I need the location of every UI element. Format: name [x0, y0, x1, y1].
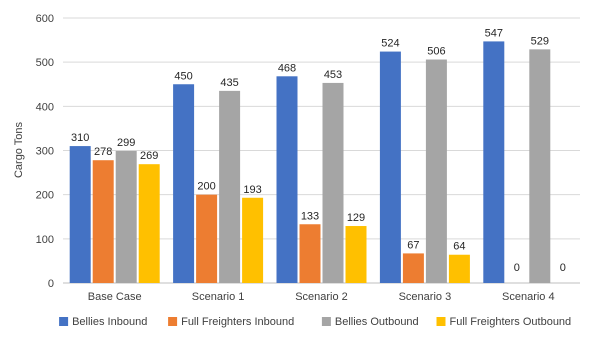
- data-label: 278: [94, 146, 112, 158]
- data-label: 506: [427, 46, 445, 58]
- y-tick-label: 300: [36, 146, 54, 158]
- bar: [483, 41, 505, 284]
- bar: [138, 164, 160, 283]
- bar: [92, 160, 114, 283]
- bar: [402, 253, 424, 283]
- bar: [69, 146, 91, 283]
- data-label: 0: [560, 262, 566, 274]
- legend: Bellies Inbound Full Freighters Inbound Be…: [59, 316, 571, 328]
- legend-label: Bellies Outbound: [335, 316, 419, 328]
- legend-swatch: [59, 317, 69, 326]
- x-tick-label: Scenario 2: [295, 291, 348, 303]
- legend-swatch: [436, 317, 446, 326]
- bar: [379, 51, 401, 283]
- x-tick-label: Scenario 3: [399, 291, 452, 303]
- legend-label: Full Freighters Outbound: [450, 316, 572, 328]
- legend-swatch: [321, 317, 331, 326]
- data-label: 435: [220, 77, 238, 89]
- bar: [219, 90, 241, 283]
- data-labels: 310 278 299 269 450 200 435 193 468 133 453 129 524 6…: [71, 27, 566, 274]
- data-label: 524: [381, 38, 399, 50]
- bar: [196, 194, 218, 283]
- data-label: 64: [453, 241, 465, 253]
- bars: [69, 41, 551, 284]
- bar: [529, 49, 551, 283]
- bar: [425, 59, 447, 284]
- bar: [173, 84, 195, 283]
- legend-swatch: [168, 317, 178, 326]
- legend-label: Full Freighters Inbound: [181, 316, 294, 328]
- bar: [276, 76, 298, 283]
- x-axis-ticks: Base Case Scenario 1 Scenario 2 Scenario 3 S…: [88, 291, 555, 303]
- y-tick-label: 500: [36, 57, 54, 69]
- bar: [448, 254, 470, 283]
- data-label: 193: [243, 184, 261, 196]
- data-label: 450: [174, 70, 192, 82]
- data-label: 200: [197, 181, 215, 193]
- bar: [242, 197, 264, 283]
- data-label: 129: [347, 212, 365, 224]
- bar: [322, 82, 344, 283]
- data-label: 0: [514, 262, 520, 274]
- data-label: 453: [324, 69, 342, 81]
- data-label: 547: [485, 27, 503, 39]
- bar: [115, 150, 137, 283]
- y-axis-label: Cargo Tons: [13, 121, 25, 178]
- y-tick-label: 0: [48, 278, 54, 290]
- y-tick-label: 100: [36, 234, 54, 246]
- data-label: 299: [117, 137, 135, 149]
- legend-label: Bellies Inbound: [72, 316, 147, 328]
- bar: [299, 224, 321, 283]
- x-tick-label: Base Case: [88, 291, 142, 303]
- data-label: 269: [140, 150, 158, 162]
- data-label: 468: [278, 62, 296, 74]
- x-tick-label: Scenario 4: [502, 291, 555, 303]
- data-label: 310: [71, 132, 89, 144]
- x-tick-label: Scenario 1: [192, 291, 245, 303]
- y-tick-label: 600: [36, 13, 54, 25]
- y-axis-ticks: 0 100 200 300 400 500 600: [36, 13, 54, 290]
- data-label: 529: [531, 35, 549, 47]
- y-tick-label: 400: [36, 101, 54, 113]
- data-label: 67: [407, 239, 419, 251]
- y-tick-label: 200: [36, 190, 54, 202]
- bar: [345, 226, 367, 283]
- data-label: 133: [301, 210, 319, 222]
